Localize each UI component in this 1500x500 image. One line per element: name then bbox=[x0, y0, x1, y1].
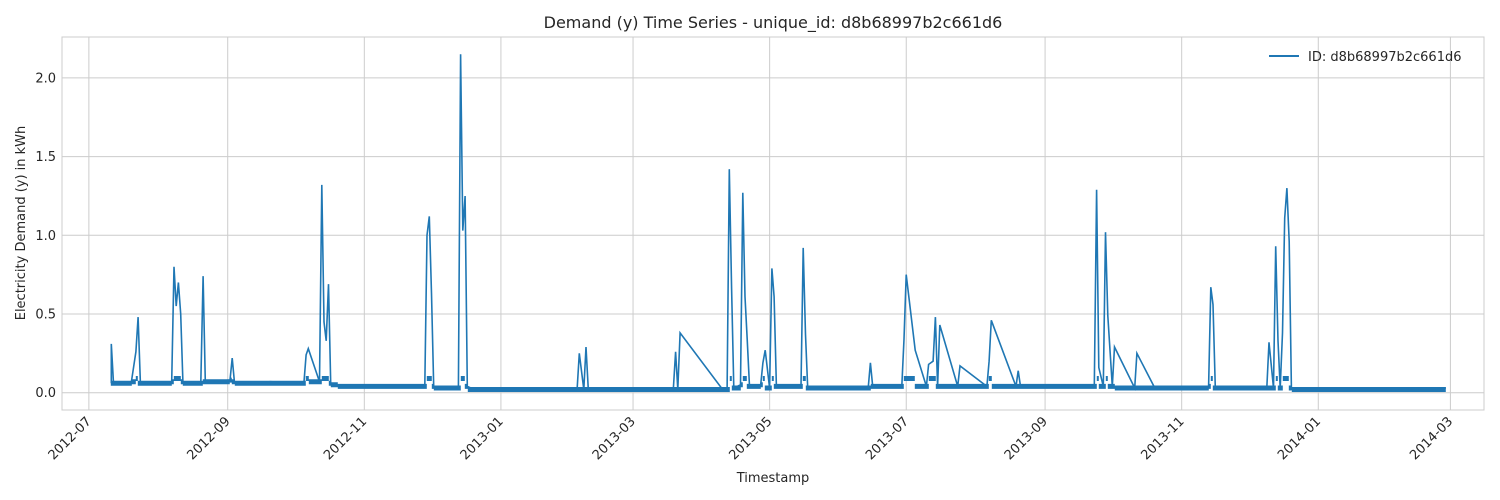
series-line bbox=[110, 54, 1446, 392]
plot-area-frame bbox=[61, 36, 1485, 411]
chart-title: Demand (y) Time Series - unique_id: d8b6… bbox=[544, 13, 1003, 33]
y-tick-label: 0.5 bbox=[35, 307, 56, 322]
legend-label: ID: d8b68997b2c661d6 bbox=[1308, 50, 1462, 65]
series-layer bbox=[110, 54, 1446, 392]
y-tick-label: 1.0 bbox=[35, 229, 56, 244]
y-tick-label: 2.0 bbox=[35, 71, 56, 86]
grid bbox=[62, 37, 1484, 410]
y-tick-label: 1.5 bbox=[35, 150, 56, 165]
x-axis-label: Timestamp bbox=[736, 471, 810, 486]
y-tick-label: 0.0 bbox=[35, 386, 56, 401]
y-axis-label: Electricity Demand (y) in kWh bbox=[14, 126, 29, 321]
legend: ID: d8b68997b2c661d6 bbox=[1269, 50, 1462, 65]
